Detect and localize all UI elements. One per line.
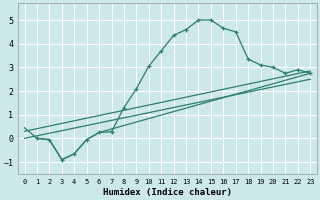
X-axis label: Humidex (Indice chaleur): Humidex (Indice chaleur) — [103, 188, 232, 197]
